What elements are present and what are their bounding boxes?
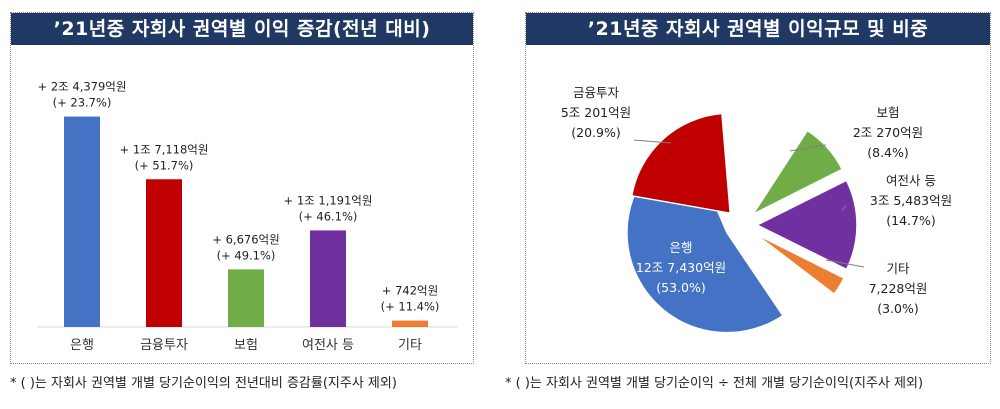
pie-slice-name: 금융투자: [573, 85, 620, 100]
bar-category-label: 여전사 등: [302, 338, 354, 353]
pie-leader-line: [825, 259, 865, 268]
pie-leader-line: [841, 204, 847, 212]
pie-slice-pct: (14.7%): [886, 213, 935, 228]
bar-pct-label: (+ 51.7%): [135, 158, 194, 172]
pie-leader-line: [633, 139, 672, 144]
bar-value-label: + 6,676억원: [212, 232, 279, 246]
pie-chart-title: ’21년중 자회사 권역별 이익규모 및 비중: [526, 13, 990, 45]
pie-slice: [630, 112, 732, 215]
pie-slice-amount: 3조 5,483억원: [870, 193, 952, 208]
bar: [310, 230, 346, 327]
pie-slice-name: 은행: [669, 240, 692, 255]
bar-value-label: + 742억원: [382, 284, 438, 298]
pie-slice-name: 기타: [886, 261, 910, 276]
pie-slice-name: 여전사 등: [886, 173, 936, 188]
bar: [228, 269, 264, 327]
pie-slice-pct: (20.9%): [571, 125, 620, 140]
pie-slice-pct: (8.4%): [867, 145, 909, 160]
pie-slice-pct: (3.0%): [877, 301, 919, 316]
bar-category-label: 기타: [398, 338, 422, 353]
bar-chart-title: ’21년중 자회사 권역별 이익 증감(전년 대비): [11, 13, 473, 45]
pie-slice-amount: 5조 201억원: [561, 105, 631, 120]
bar-pct-label: (+ 11.4%): [381, 300, 440, 314]
pie-slice-amount: 2조 270억원: [853, 125, 923, 140]
bar: [146, 179, 182, 327]
bar-category-label: 보험: [234, 338, 258, 353]
bar-pct-label: (+ 49.1%): [217, 248, 276, 262]
bar-category-label: 금융투자: [140, 338, 188, 353]
bar-category-label: 은행: [70, 337, 94, 353]
bar-value-label: + 1조 7,118억원: [120, 142, 209, 156]
pie-slice-amount: 12조 7,430억원: [636, 260, 726, 275]
pie-leader-line: [789, 144, 827, 152]
pie-chart-footnote: * ( )는 자회사 권역별 개별 당기순이익 ÷ 전체 개별 당기순이익(지주…: [505, 376, 924, 391]
bar-value-label: + 1조 1,191억원: [284, 193, 373, 207]
pie-slice: [754, 232, 846, 296]
bar-pct-label: (+ 46.1%): [299, 209, 358, 223]
bar-chart-footnote: * ( )는 자회사 권역별 개별 당기순이익의 전년대비 증감률(지주사 제외…: [10, 376, 397, 391]
bar-chart-panel: ’21년중 자회사 권역별 이익 증감(전년 대비) + 2조 4,379억원 (…: [10, 12, 474, 364]
pie-slice: [755, 179, 858, 271]
pie-chart: 은행 12조 7,430억원 (53.0%) 금융투자 5조 201억원 (20.9%) 보…: [561, 85, 952, 334]
pie-slice-pct: (53.0%): [656, 280, 705, 295]
bar-value-label: + 2조 4,379억원: [38, 80, 127, 94]
bar-pct-label: (+ 23.7%): [53, 96, 112, 110]
bar-chart: + 2조 4,379억원 (+ 23.7%) 은행 + 1조 7,118억원 (+ 51…: [37, 80, 457, 353]
pie-slice: [750, 129, 844, 217]
pie-chart-panel: ’21년중 자회사 권역별 이익규모 및 비중 은행 12조 7,430억원 (53…: [525, 12, 991, 364]
pie-slice-amount: 7,228억원: [869, 281, 928, 296]
bar: [392, 320, 428, 327]
pie-slice-name: 보험: [876, 105, 899, 120]
bar: [64, 116, 100, 327]
